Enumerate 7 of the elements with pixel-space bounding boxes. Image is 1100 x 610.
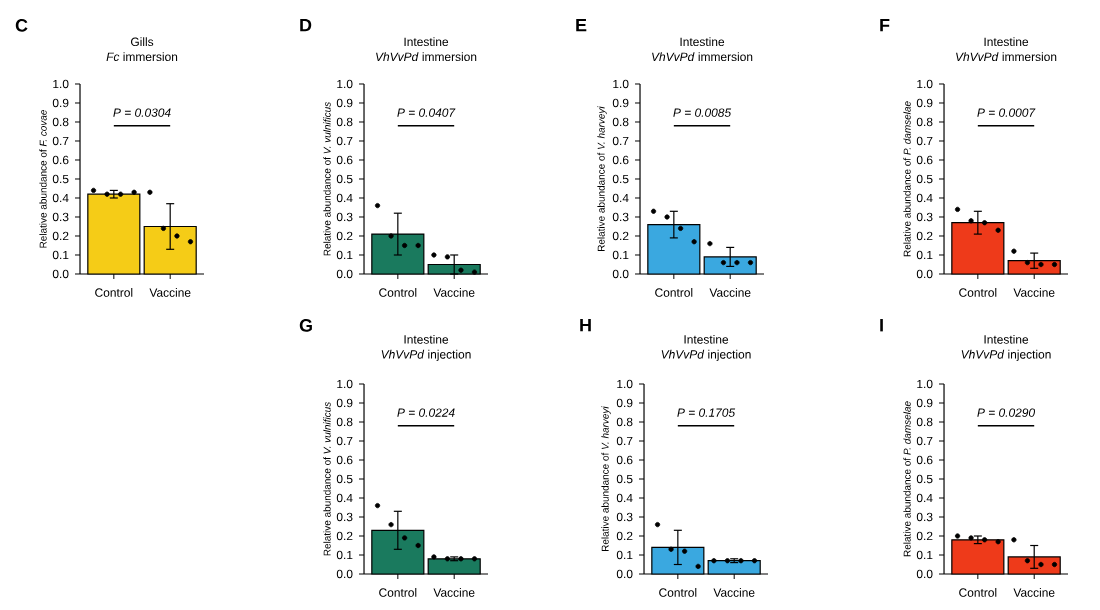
text: I [880, 319, 883, 332]
text: D [300, 19, 312, 32]
text: E [576, 19, 587, 32]
text: H [580, 319, 591, 332]
text: F [880, 19, 890, 32]
text: G [299, 319, 312, 332]
text: C [15, 19, 28, 32]
